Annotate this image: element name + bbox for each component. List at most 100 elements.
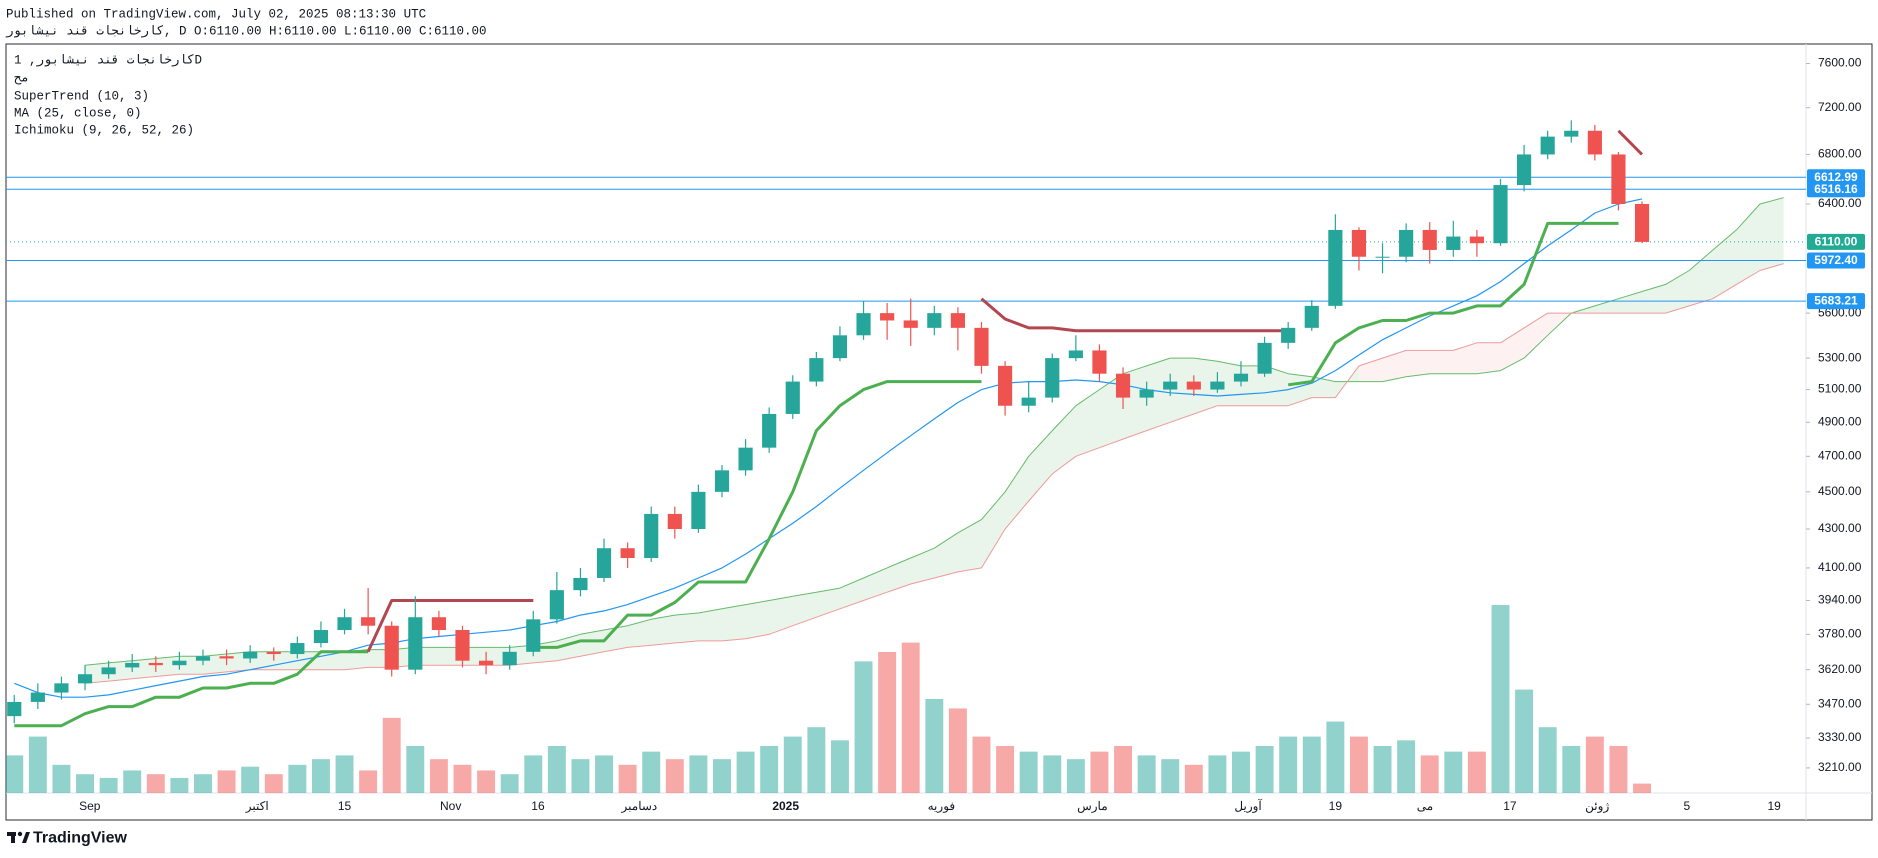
volume-bar: [996, 746, 1015, 793]
logo-icon: [17, 831, 23, 837]
cloud-fill: [1193, 358, 1218, 414]
price-label: 6516.16: [1814, 182, 1858, 196]
candle-body: [667, 513, 682, 530]
candle-body: [101, 667, 116, 675]
ma-line: [14, 198, 1643, 698]
volume-bar: [52, 764, 71, 793]
cloud-fill: [132, 658, 156, 679]
x-tick-label: Sep: [79, 799, 101, 813]
candle-body: [1351, 229, 1367, 257]
volume-bar: [972, 736, 991, 793]
y-tick-label: 3940.00: [1818, 593, 1862, 607]
volume-bar: [311, 759, 330, 793]
ichimoku-span-a: [84, 197, 1784, 666]
cloud-fill: [273, 651, 298, 670]
x-tick-label: 2025: [772, 799, 799, 813]
price-label: 5972.40: [1814, 253, 1858, 267]
cloud-fill: [1075, 389, 1100, 457]
volume-bar: [948, 708, 967, 793]
candle-body: [573, 577, 588, 591]
candle-body: [950, 313, 965, 328]
candle-body: [1257, 342, 1272, 374]
cloud-fill: [320, 651, 345, 670]
candle-body: [714, 470, 730, 492]
volume-bar: [288, 764, 307, 793]
volume-bar: [760, 746, 779, 793]
candle-body: [54, 683, 69, 693]
cloud-fill: [981, 491, 1006, 568]
symbol-line: کارخانجات قند نیشابور, D O:6110.00 H:611…: [5, 24, 487, 38]
volume-bar: [1633, 783, 1652, 793]
cloud-fill: [792, 592, 817, 626]
volume-bar: [99, 777, 118, 793]
candle-body: [243, 651, 258, 659]
candle-body: [1564, 130, 1579, 137]
candle-body: [809, 358, 824, 382]
cloud-fill: [1453, 342, 1477, 374]
volume-bar: [1562, 746, 1581, 793]
x-tick-label: 19: [1767, 799, 1781, 813]
candle-body: [1304, 305, 1319, 328]
volume-bar: [28, 736, 47, 793]
volume-bar: [830, 740, 849, 793]
candle-body: [30, 692, 45, 702]
candle-body: [738, 447, 753, 471]
candle-body: [172, 660, 187, 666]
candle-body: [290, 643, 305, 655]
candle-body: [1210, 381, 1225, 390]
x-tick-label: 19: [1329, 799, 1343, 813]
volume-bar: [1349, 736, 1368, 793]
axes: 3210.00 3330.00 3470.00 3620.00 3780.00 3940.…: [79, 56, 1865, 813]
candle-body: [148, 662, 163, 666]
candle-body: [479, 660, 494, 666]
y-tick-label: 3330.00: [1818, 730, 1862, 744]
candle-body: [431, 617, 446, 631]
y-tick-label: 4300.00: [1818, 521, 1862, 535]
cloud-fill: [1052, 405, 1076, 474]
cloud-fill: [556, 634, 581, 661]
volume-bar: [1255, 746, 1274, 793]
volume-bar: [1373, 746, 1392, 793]
candle-body: [620, 548, 635, 559]
x-tick-label: فوریه: [928, 799, 956, 813]
candle-body: [1186, 381, 1201, 390]
cloud-fill: [1712, 229, 1737, 299]
candle-body: [691, 491, 706, 530]
cloud-fill: [1642, 284, 1666, 314]
candle-body: [927, 313, 942, 328]
volume-bar: [1161, 759, 1180, 793]
candle-body: [549, 590, 564, 620]
y-tick-label: 5100.00: [1818, 382, 1862, 396]
volume-bar: [1609, 746, 1628, 793]
volume-bar: [1279, 736, 1298, 793]
cloud-fill: [674, 613, 699, 644]
candle-body: [125, 662, 140, 668]
y-tick-label: 4700.00: [1818, 448, 1862, 462]
volume-bar: [618, 764, 637, 793]
legend-symbol: کارخانجات قند نیشابور, 1D: [14, 53, 202, 67]
y-tick-label: 3210.00: [1818, 760, 1862, 774]
cloud-fill: [651, 615, 675, 646]
cloud-fill: [1524, 313, 1548, 359]
x-tick-label: می: [1417, 799, 1433, 813]
volume-bar: [406, 746, 425, 793]
cloud-fill: [1382, 350, 1407, 382]
volume-bar: [1538, 727, 1557, 793]
volume-bar: [736, 751, 755, 793]
price-label: 6612.99: [1814, 170, 1858, 184]
x-tick-label: 15: [338, 799, 352, 813]
supertrend-up: [14, 221, 1619, 728]
volume-bar: [146, 774, 165, 793]
cloud-fill: [1476, 342, 1501, 374]
candle-body: [219, 656, 234, 659]
legend-supertrend: SuperTrend (10, 3): [14, 89, 149, 103]
volume-bar: [170, 777, 189, 793]
chart-frame: [5, 43, 1873, 821]
cloud-fill: [1311, 376, 1336, 398]
price-label-box: [1807, 181, 1865, 198]
cloud-fill: [1170, 358, 1194, 423]
volume-bar: [1326, 721, 1345, 793]
legend-ichimoku: Ichimoku (9, 26, 52, 26): [14, 123, 194, 137]
